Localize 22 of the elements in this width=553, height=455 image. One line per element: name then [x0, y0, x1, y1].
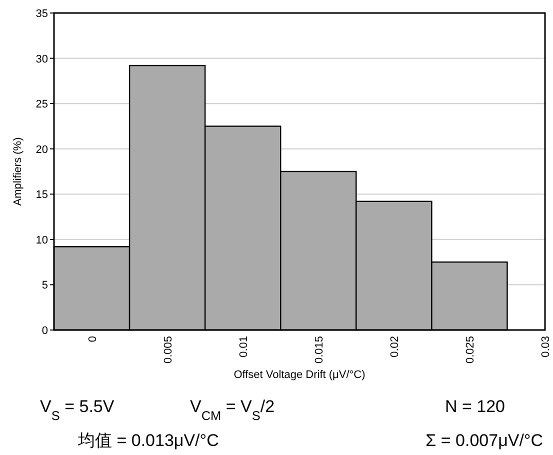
x-tick-label: 0.015	[313, 336, 326, 364]
y-tick-label: 10	[36, 234, 48, 246]
text: V$_{S}$ = 5.5V	[40, 397, 115, 422]
text: V$_{CM}$ = V$_{S}$/2	[190, 397, 275, 422]
y-tick-label: 20	[36, 144, 48, 156]
y-tick-label: 15	[36, 189, 48, 202]
y-tick-label: 0	[42, 325, 48, 337]
y-tick-label: 5	[42, 280, 48, 292]
x-tick-label: 0.02	[388, 336, 401, 358]
text: Σ = 0.007μV/°C	[426, 431, 543, 450]
x-tick-label: 0.005	[162, 336, 174, 364]
y-tick-label: 25	[36, 98, 48, 111]
x-tick-label: 0.03	[540, 336, 552, 358]
text: N = 120	[444, 397, 506, 416]
x-tick-label: 0	[86, 336, 99, 342]
y-axis-title: Amplifiers (%)	[12, 137, 24, 206]
text: 均值 = 0.013μV/°C	[77, 431, 219, 450]
x-tick-label: 0.01	[238, 336, 250, 358]
y-tick-label: 35	[36, 8, 48, 20]
x-axis-title: Offset Voltage Drift (μV/°C)	[234, 369, 366, 381]
y-tick-label: 30	[36, 53, 48, 66]
x-tick-label: 0.025	[464, 336, 476, 364]
